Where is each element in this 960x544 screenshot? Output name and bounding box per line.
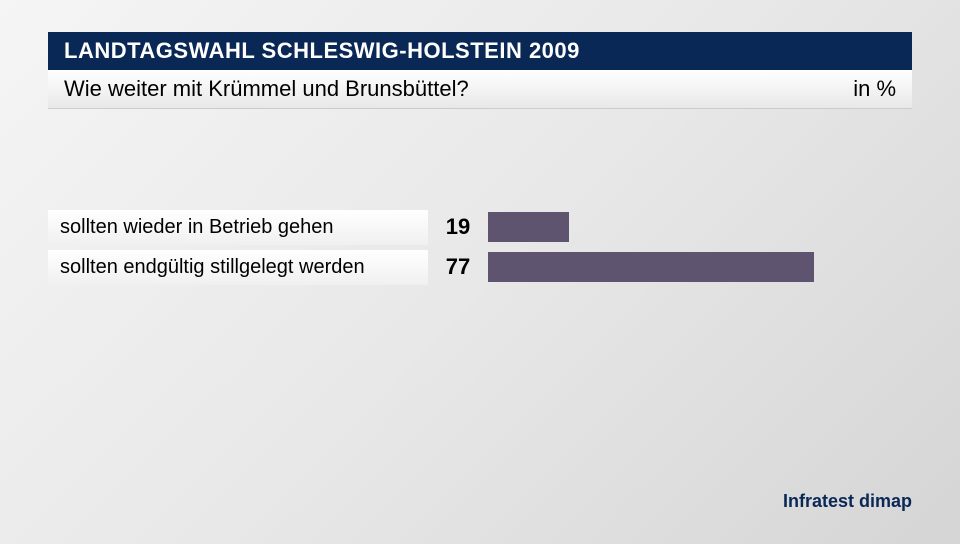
bar-value: 19 [428,214,488,240]
subtitle-row: Wie weiter mit Krümmel und Brunsbüttel? … [48,70,912,109]
bar-label: sollten wieder in Betrieb gehen [48,210,428,245]
chart-container: LANDTAGSWAHL SCHLESWIG-HOLSTEIN 2009 Wie… [0,0,960,544]
subtitle-text: Wie weiter mit Krümmel und Brunsbüttel? [64,76,469,102]
bar-label: sollten endgültig stillgelegt werden [48,250,428,285]
bar-fill [488,252,814,282]
bar-row: sollten wieder in Betrieb gehen 19 [48,209,912,245]
bar-value: 77 [428,254,488,280]
chart-area: sollten wieder in Betrieb gehen 19 sollt… [48,209,912,285]
header-bar: LANDTAGSWAHL SCHLESWIG-HOLSTEIN 2009 [48,32,912,70]
unit-text: in % [853,76,896,102]
source-text: Infratest dimap [783,491,912,512]
bar-fill [488,212,569,242]
bar-track [488,252,912,282]
bar-row: sollten endgültig stillgelegt werden 77 [48,249,912,285]
bar-track [488,212,912,242]
header-title: LANDTAGSWAHL SCHLESWIG-HOLSTEIN 2009 [64,38,580,63]
